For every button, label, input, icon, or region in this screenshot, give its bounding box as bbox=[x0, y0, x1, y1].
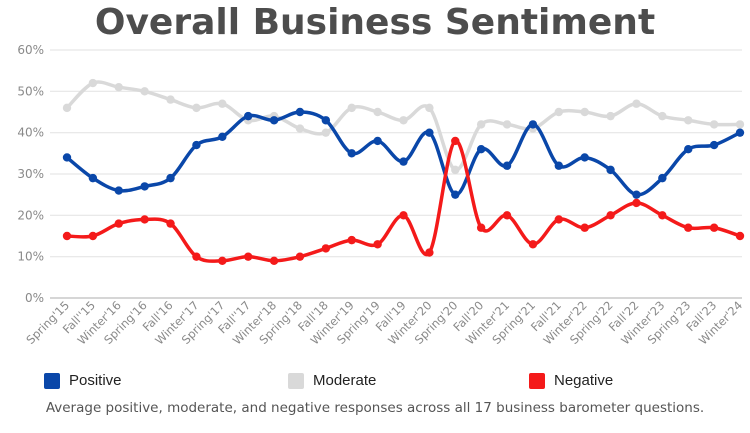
data-point-negative bbox=[425, 248, 434, 257]
data-point-positive bbox=[528, 120, 538, 129]
data-point-positive bbox=[632, 190, 641, 199]
data-point-negative bbox=[528, 240, 538, 249]
data-point-positive bbox=[373, 136, 382, 146]
data-point-negative bbox=[476, 223, 486, 232]
data-point-positive bbox=[192, 140, 201, 150]
data-point-negative bbox=[166, 219, 175, 228]
data-point-positive bbox=[425, 128, 434, 137]
data-point-positive bbox=[476, 145, 486, 154]
data-point-negative bbox=[684, 223, 693, 232]
data-point-negative bbox=[632, 198, 641, 208]
data-point-positive bbox=[347, 149, 356, 158]
data-point-negative bbox=[451, 136, 460, 146]
data-point-moderate bbox=[554, 107, 564, 117]
data-point-positive bbox=[735, 128, 745, 137]
data-point-negative bbox=[709, 223, 719, 232]
data-point-negative bbox=[88, 231, 98, 241]
legend-label-positive: Positive bbox=[69, 372, 122, 389]
data-point-moderate bbox=[580, 107, 589, 117]
data-point-negative bbox=[606, 211, 615, 220]
legend-label-negative: Negative bbox=[554, 372, 614, 389]
data-point-negative bbox=[269, 256, 279, 265]
legend-swatch-positive bbox=[44, 372, 60, 389]
data-point-moderate bbox=[658, 111, 667, 121]
data-point-negative bbox=[321, 244, 331, 253]
y-tick-label: 30% bbox=[17, 167, 44, 181]
data-point-moderate bbox=[218, 99, 227, 108]
data-point-moderate bbox=[502, 120, 512, 129]
data-point-positive bbox=[243, 111, 253, 121]
data-point-moderate bbox=[709, 120, 719, 129]
data-point-moderate bbox=[62, 103, 72, 113]
data-point-moderate bbox=[192, 103, 201, 113]
data-point-negative bbox=[373, 240, 382, 249]
data-point-positive bbox=[140, 182, 149, 191]
data-point-moderate bbox=[606, 111, 615, 121]
legend-swatch-moderate bbox=[288, 372, 304, 389]
data-point-moderate bbox=[140, 87, 149, 96]
data-point-positive bbox=[269, 116, 279, 125]
chart-caption: Average positive, moderate, and negative… bbox=[45, 400, 705, 416]
legend-item-positive: Positive bbox=[44, 372, 122, 389]
data-point-negative bbox=[140, 215, 149, 224]
data-point-moderate bbox=[295, 124, 305, 133]
data-point-negative bbox=[295, 252, 305, 261]
data-point-positive bbox=[554, 161, 564, 170]
data-point-positive bbox=[451, 190, 460, 199]
data-point-positive bbox=[295, 107, 305, 117]
data-point-moderate bbox=[373, 107, 382, 117]
data-point-moderate bbox=[347, 103, 356, 113]
data-point-positive bbox=[62, 153, 72, 162]
data-point-negative bbox=[399, 211, 408, 220]
data-point-positive bbox=[658, 173, 667, 183]
legend-label-moderate: Moderate bbox=[313, 372, 377, 389]
data-point-positive bbox=[218, 132, 227, 141]
data-point-negative bbox=[658, 211, 667, 220]
data-point-positive bbox=[502, 161, 512, 170]
data-point-positive bbox=[88, 173, 98, 183]
data-point-positive bbox=[399, 157, 408, 166]
data-point-moderate bbox=[476, 120, 486, 129]
chart-title: Overall Business Sentiment bbox=[94, 2, 656, 43]
data-point-moderate bbox=[399, 116, 408, 125]
legend-item-negative: Negative bbox=[529, 372, 613, 389]
y-tick-label: 20% bbox=[17, 208, 44, 222]
data-point-negative bbox=[580, 223, 589, 232]
y-tick-label: 40% bbox=[17, 126, 44, 140]
data-point-moderate bbox=[735, 120, 745, 129]
data-point-moderate bbox=[451, 165, 460, 175]
data-point-moderate bbox=[321, 128, 331, 137]
data-point-negative bbox=[554, 215, 564, 224]
data-point-negative bbox=[114, 219, 123, 228]
data-point-moderate bbox=[166, 95, 175, 104]
data-point-negative bbox=[243, 252, 253, 261]
data-point-positive bbox=[606, 165, 615, 175]
data-point-positive bbox=[684, 145, 693, 154]
data-point-positive bbox=[321, 116, 331, 125]
data-point-positive bbox=[580, 153, 589, 162]
y-tick-label: 50% bbox=[17, 84, 44, 98]
data-point-negative bbox=[347, 235, 356, 245]
legend-swatch-negative bbox=[529, 372, 545, 389]
y-tick-label: 0% bbox=[25, 291, 44, 305]
data-point-positive bbox=[166, 173, 175, 183]
data-point-moderate bbox=[684, 116, 693, 125]
data-point-negative bbox=[735, 231, 745, 241]
data-point-positive bbox=[114, 186, 123, 195]
data-point-negative bbox=[62, 231, 72, 241]
y-tick-label: 60% bbox=[17, 43, 44, 57]
data-point-positive bbox=[709, 140, 719, 150]
data-point-negative bbox=[192, 252, 201, 261]
legend-item-moderate: Moderate bbox=[288, 372, 376, 389]
data-point-moderate bbox=[88, 78, 98, 88]
y-tick-label: 10% bbox=[17, 250, 44, 264]
series-line-moderate bbox=[65, 80, 741, 172]
data-point-moderate bbox=[425, 103, 434, 113]
data-point-moderate bbox=[632, 99, 641, 108]
data-point-negative bbox=[218, 256, 227, 265]
data-point-moderate bbox=[114, 83, 123, 92]
series-line-negative bbox=[66, 139, 741, 263]
data-point-negative bbox=[502, 211, 512, 220]
